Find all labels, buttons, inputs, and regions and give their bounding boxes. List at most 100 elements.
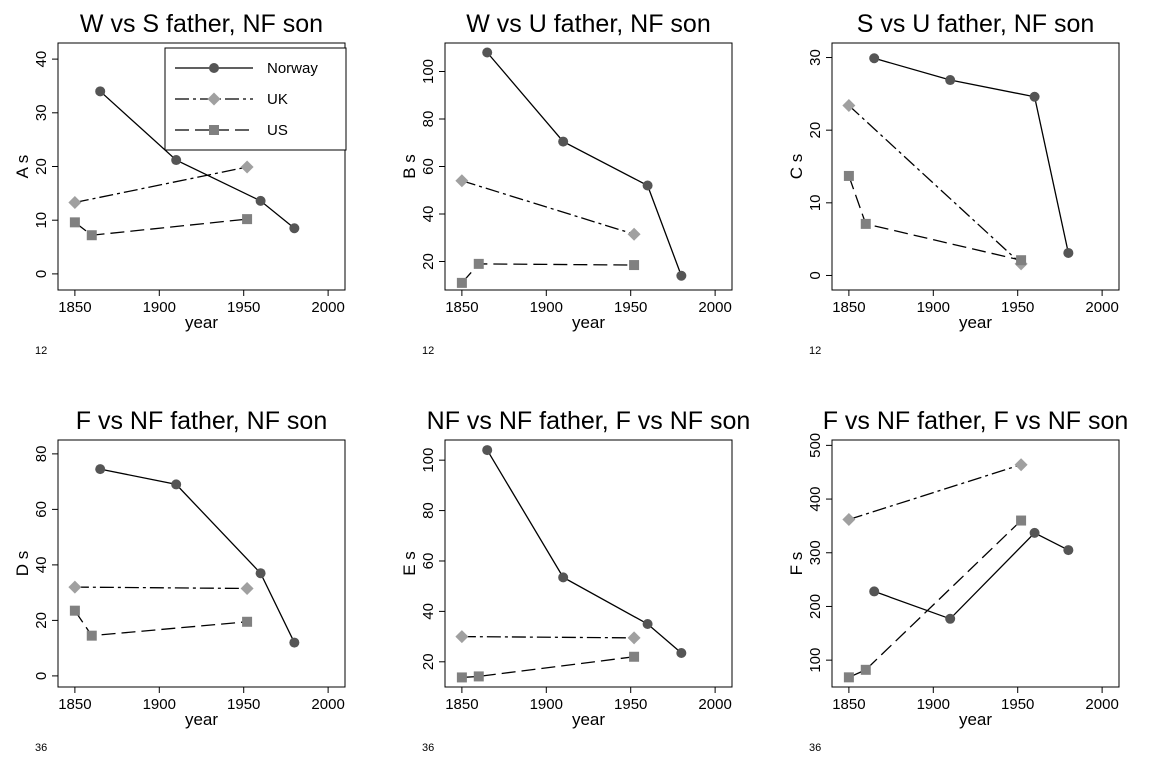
- data-point: [69, 605, 80, 616]
- data-point: [289, 223, 300, 234]
- y-tick-label: 30: [807, 49, 824, 66]
- data-point: [627, 631, 641, 645]
- x-axis-label: year: [185, 710, 218, 729]
- data-point: [473, 258, 484, 269]
- chart-panel-5: NF vs NF father, F vs NF son 1850 1900 1950…: [400, 407, 750, 754]
- data-point: [482, 445, 493, 456]
- x-tick-label: 2000: [1085, 696, 1118, 713]
- data-point: [676, 647, 687, 658]
- y-tick-label: 20: [420, 653, 437, 670]
- y-tick-label: 40: [420, 603, 437, 620]
- data-point: [473, 671, 484, 682]
- x-tick-label: 1950: [227, 299, 260, 316]
- series-line: [848, 175, 1022, 261]
- series-line: [100, 468, 295, 643]
- y-tick-label: 60: [33, 501, 50, 518]
- series-norway: [869, 53, 1074, 258]
- y-tick-label: 300: [807, 540, 824, 565]
- y-tick-label: 100: [420, 448, 437, 473]
- series-line: [873, 532, 1069, 620]
- series-us: [456, 258, 640, 288]
- legend-label: US: [267, 122, 288, 139]
- series-uk: [68, 580, 254, 595]
- data-point: [1016, 515, 1027, 526]
- series-line: [74, 586, 248, 590]
- y-tick-label: 400: [807, 487, 824, 512]
- series-line: [461, 635, 635, 639]
- data-point: [558, 572, 569, 583]
- x-tick-label: 1950: [227, 696, 260, 713]
- data-point: [629, 651, 640, 662]
- data-point: [676, 270, 687, 281]
- data-point: [869, 586, 880, 597]
- x-axis-label: year: [572, 710, 605, 729]
- y-tick-label: 100: [420, 59, 437, 84]
- panel-note: 12: [809, 345, 821, 357]
- chart-panel-3: S vs U father, NF son 1850 1900 1950 2000 0 10…: [787, 10, 1120, 357]
- y-tick-label: 20: [807, 122, 824, 139]
- data-point: [95, 464, 106, 475]
- data-point: [240, 581, 254, 595]
- data-point: [558, 136, 569, 147]
- data-point: [627, 227, 641, 241]
- y-tick-label: 500: [807, 433, 824, 458]
- data-point: [171, 479, 182, 490]
- data-point: [240, 160, 254, 174]
- plot-frame: [57, 439, 346, 688]
- x-tick-label: 1850: [832, 696, 865, 713]
- plot-frame: [831, 439, 1120, 688]
- legend-label: UK: [267, 91, 288, 108]
- data-point: [642, 180, 653, 191]
- chart-title: W vs S father, NF son: [80, 10, 323, 38]
- x-tick-label: 2000: [311, 299, 344, 316]
- data-point: [1063, 545, 1074, 556]
- data-point: [945, 75, 956, 86]
- panel-note: 36: [35, 742, 47, 754]
- series-us: [69, 605, 253, 641]
- data-point: [68, 580, 82, 594]
- y-tick-label: 100: [807, 648, 824, 673]
- legend-marker: [207, 92, 221, 106]
- series-line: [848, 104, 1022, 265]
- x-axis-label: year: [959, 313, 992, 332]
- y-tick-label: 0: [33, 270, 50, 278]
- data-point: [1029, 91, 1040, 102]
- y-axis-label: A s: [13, 155, 32, 179]
- data-point: [642, 618, 653, 629]
- y-tick-label: 20: [33, 612, 50, 629]
- y-tick-label: 80: [33, 446, 50, 463]
- series-line: [874, 57, 1069, 254]
- series-us: [456, 651, 640, 683]
- y-tick-label: 40: [33, 51, 50, 68]
- data-point: [482, 47, 493, 58]
- data-point: [1029, 527, 1040, 538]
- data-point: [455, 174, 469, 188]
- data-point: [843, 672, 854, 683]
- y-axis-label: F s: [787, 552, 806, 576]
- plot-frame: [444, 42, 733, 291]
- x-tick-label: 2000: [311, 696, 344, 713]
- series-us: [843, 170, 1027, 266]
- x-tick-label: 1950: [614, 299, 647, 316]
- plot-frame: [831, 42, 1120, 291]
- series-uk: [842, 98, 1028, 271]
- y-tick-label: 20: [33, 158, 50, 175]
- data-point: [171, 155, 182, 166]
- y-axis-label: E s: [400, 551, 419, 576]
- x-axis-label: year: [959, 710, 992, 729]
- x-tick-label: 1950: [1001, 299, 1034, 316]
- chart-panel-2: W vs U father, NF son 1850 1900 1950 2000 20 4…: [400, 10, 733, 357]
- series-line: [486, 52, 682, 276]
- series-line: [848, 464, 1022, 521]
- data-point: [629, 260, 640, 271]
- series-line: [461, 263, 635, 284]
- series-norway: [869, 527, 1074, 624]
- panel-note: 36: [809, 742, 821, 754]
- y-tick-label: 10: [33, 212, 50, 229]
- data-point: [242, 214, 253, 225]
- data-point: [68, 195, 82, 209]
- data-point: [86, 230, 97, 241]
- y-axis-label: B s: [400, 154, 419, 179]
- series-us: [69, 214, 253, 241]
